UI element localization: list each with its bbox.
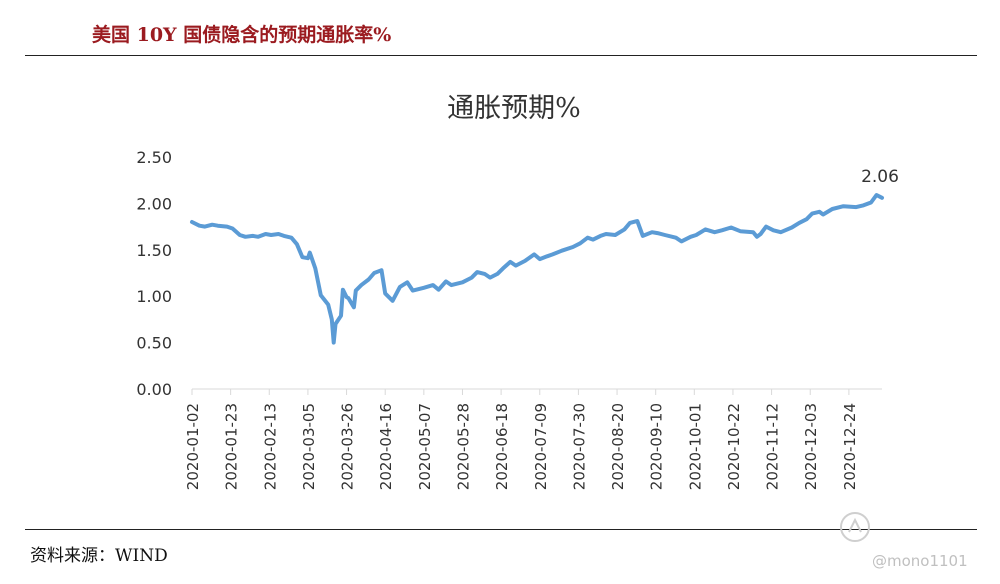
data-label-layer: 2.06 [861,167,899,187]
x-tick-label: 2020-09-10 [648,403,666,490]
x-tick-label: 2020-01-23 [223,403,241,490]
y-axis: 0.00 0.50 1.00 1.50 2.00 2.50 [136,148,172,399]
x-tick-label: 2020-12-24 [841,403,859,490]
x-tick-label: 2020-12-03 [802,403,820,490]
x-tick-label: 2020-03-05 [300,403,318,490]
y-tick-label: 0.50 [136,334,172,353]
y-tick-label: 1.50 [136,241,172,260]
x-tick-label: 2020-04-16 [377,403,395,490]
y-tick-label: 2.50 [136,148,172,167]
x-axis: 2020-01-02 2020-01-23 2020-02-13 2020-03-05… [184,388,882,490]
document-title: 美国 10Y 国债隐含的预期通胀率% [92,24,392,46]
watermark-logo [838,510,974,544]
series-layer [190,193,884,345]
x-tick-label: 2020-02-13 [261,403,279,490]
x-tick-label: 2020-05-07 [416,403,434,490]
y-tick-label: 0.00 [136,380,172,399]
bottom-divider [25,529,977,530]
y-tick-label: 1.00 [136,287,172,306]
x-tick-label: 2020-03-26 [339,403,357,490]
x-tick-label: 2020-05-28 [454,403,472,490]
inflation-expectation-line [190,193,884,345]
x-tick-label: 2020-07-09 [532,403,550,490]
last-value-label: 2.06 [861,167,899,187]
top-divider [25,55,977,56]
x-tick-label: 2020-07-30 [570,403,588,490]
x-tick-label: 2020-06-18 [493,403,511,490]
x-tick-label: 2020-11-12 [764,403,782,490]
line-chart: 通胀预期% 0.00 0.50 1.00 1.50 2.00 2.50 2020-01-0… [136,93,899,490]
x-tick-label: 2020-10-22 [725,403,743,490]
source-note: 资料来源：WIND [30,546,168,566]
x-tick-label: 2020-08-20 [609,403,627,490]
y-tick-label: 2.00 [136,194,172,213]
x-tick-label: 2020-10-01 [686,403,704,490]
tiger-icon [840,512,870,542]
x-tick-label: 2020-01-02 [184,403,202,490]
watermark-handle: @mono1101 [872,552,968,570]
chart-title: 通胀预期% [447,93,581,124]
